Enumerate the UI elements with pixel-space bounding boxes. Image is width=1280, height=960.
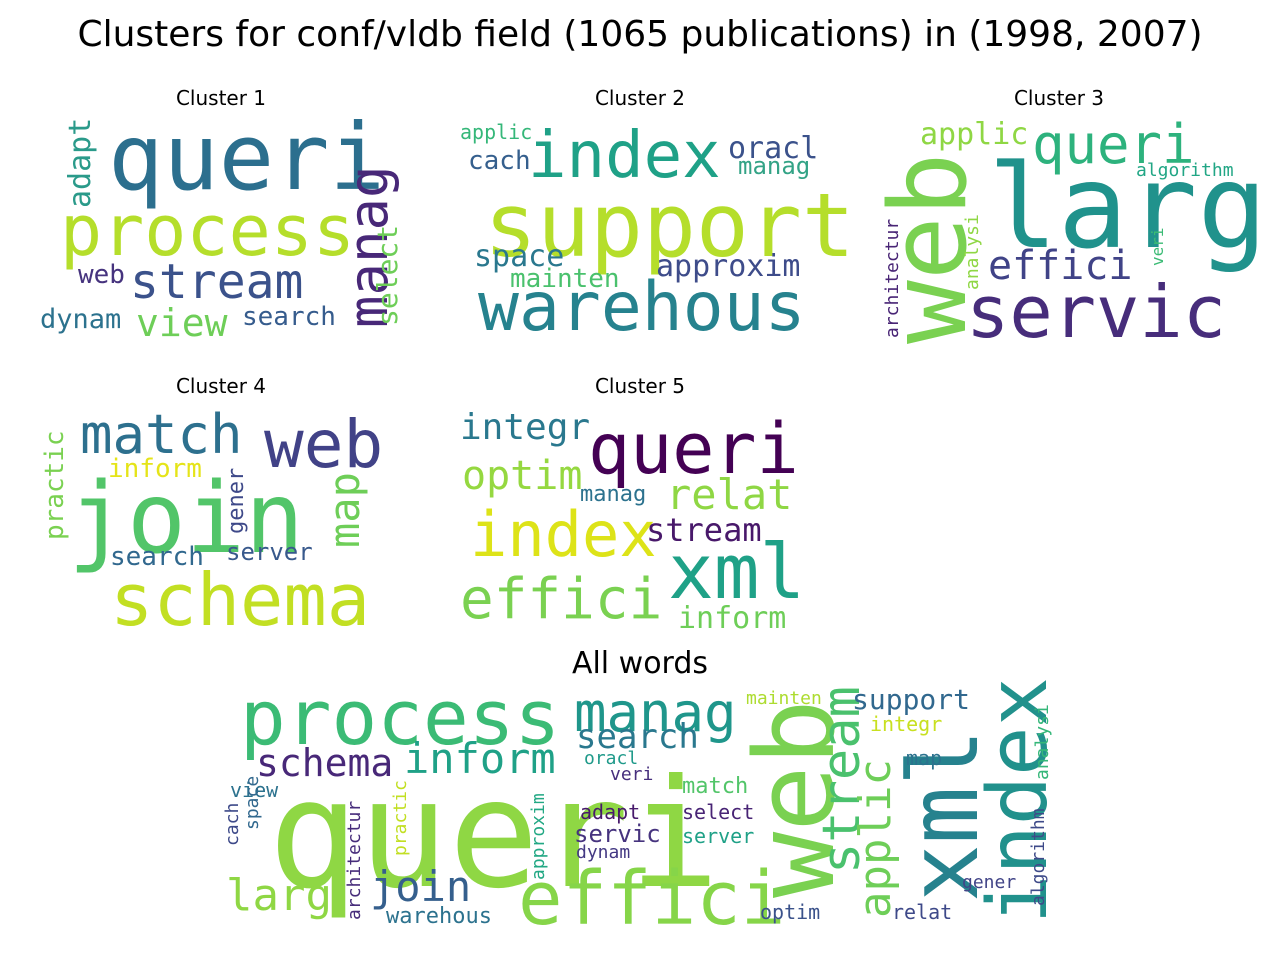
word-6-veri: veri [610, 764, 654, 785]
word-2-support: support [484, 174, 855, 277]
word-6-search: search [576, 717, 699, 757]
word-6-space: space [242, 775, 263, 830]
figure-title: Clusters for conf/vldb field (1065 publi… [77, 14, 1203, 55]
word-6-practic: practic [390, 780, 411, 856]
word-6-join: join [370, 862, 472, 911]
word-6-manag: manag [574, 681, 737, 744]
word-6-effici: effici [518, 856, 786, 942]
word-6-support: support [852, 683, 971, 716]
word-5-effici: effici [460, 567, 663, 632]
cloud-title-3: Cluster 3 [1013, 86, 1105, 110]
word-6-mainten: mainten [746, 688, 822, 709]
word-6-architectur: architectur [344, 800, 365, 920]
word-1-queri: queri [108, 104, 385, 211]
word-6-process: process [240, 673, 561, 762]
word-2-oracl: oracl [728, 131, 819, 166]
word-4-search: search [110, 542, 204, 572]
word-3-architectur: architectur [882, 218, 903, 338]
word-1-select: select [371, 224, 404, 326]
word-6-select: select [682, 800, 755, 824]
word-6-integr: integr [870, 712, 943, 736]
word-6-relat: relat [892, 900, 953, 924]
word-3-effici: effici [988, 243, 1133, 289]
word-4-join: join [68, 462, 305, 576]
word-1-stream: stream [130, 254, 304, 310]
cloud-title-5: Cluster 5 [594, 374, 686, 398]
word-5-relat: relat [666, 470, 793, 519]
word-6-servic: servic [574, 820, 661, 848]
word-6-oracl: oracl [584, 748, 639, 769]
word-4-server: server [226, 538, 313, 566]
word-4-practic: practic [40, 430, 70, 540]
word-4-inform: inform [108, 454, 202, 484]
word-5-xml: xml [668, 527, 806, 616]
cloud-title-1: Cluster 1 [175, 86, 267, 110]
word-6-match: match [682, 774, 749, 799]
word-4-web: web [264, 406, 384, 483]
word-4-map: map [320, 472, 369, 548]
word-6-inform: inform [404, 734, 556, 783]
cloud-title-2: Cluster 2 [594, 86, 686, 110]
word-6-map: map [906, 746, 943, 770]
word-4-schema: schema [110, 558, 371, 642]
word-3-applic: applic [920, 117, 1029, 152]
word-5-queri: queri [588, 408, 799, 490]
word-1-adapt: adapt [63, 117, 98, 208]
word-6-applic: applic [850, 759, 901, 918]
word-5-stream: stream [646, 511, 762, 549]
cloud-title-4: Cluster 4 [175, 374, 267, 398]
word-5-integr: integr [460, 407, 591, 448]
word-1-dynam: dynam [40, 304, 122, 335]
word-6-algorithm: algorithm [1028, 808, 1049, 906]
word-2-space: space [474, 239, 565, 274]
word-3-queri: queri [1032, 113, 1195, 176]
word-1-search: search [242, 302, 336, 332]
cloud-title-6: All words [571, 646, 709, 681]
word-6-schema: schema [256, 741, 394, 785]
word-2-warehous: warehous [478, 268, 806, 347]
word-3-servic: servic [966, 270, 1227, 354]
word-6-optim: optim [760, 900, 821, 924]
word-6-queri: queri [268, 748, 720, 922]
word-2-approxim: approxim [656, 249, 801, 284]
word-1-web: web [78, 260, 125, 290]
word-6-dynam: dynam [576, 842, 631, 863]
word-2-cach: cach [468, 146, 531, 176]
word-3-algorithm: algorithm [1136, 160, 1234, 181]
word-3-analysi: analysi [962, 214, 983, 290]
word-2-mainten: mainten [510, 264, 620, 294]
word-3-larg: larg [988, 140, 1268, 275]
word-2-applic: applic [460, 120, 533, 144]
word-2-manag: manag [738, 152, 811, 180]
word-6-warehous: warehous [386, 904, 492, 929]
word-2-index: index [528, 119, 721, 193]
word-5-inform: inform [678, 601, 787, 636]
word-4-gener: gener [224, 467, 249, 534]
word-6-adapt: adapt [580, 800, 641, 824]
word-6-server: server [682, 824, 755, 848]
word-5-optim: optim [462, 453, 583, 499]
word-4-match: match [80, 403, 243, 466]
word-1-view: view [136, 301, 228, 345]
word-6-gener: gener [962, 872, 1017, 893]
word-6-analysi: analysi [1032, 704, 1053, 780]
word-6-approxim: approxim [528, 793, 549, 880]
word-5-manag: manag [580, 482, 647, 507]
word-1-process: process [60, 190, 356, 272]
word-6-cach: cach [222, 802, 243, 846]
word-6-view: view [230, 778, 279, 802]
word-6-larg: larg [226, 870, 332, 921]
word-3-veri: veri [1148, 227, 1167, 266]
word-5-index: index [470, 498, 657, 571]
